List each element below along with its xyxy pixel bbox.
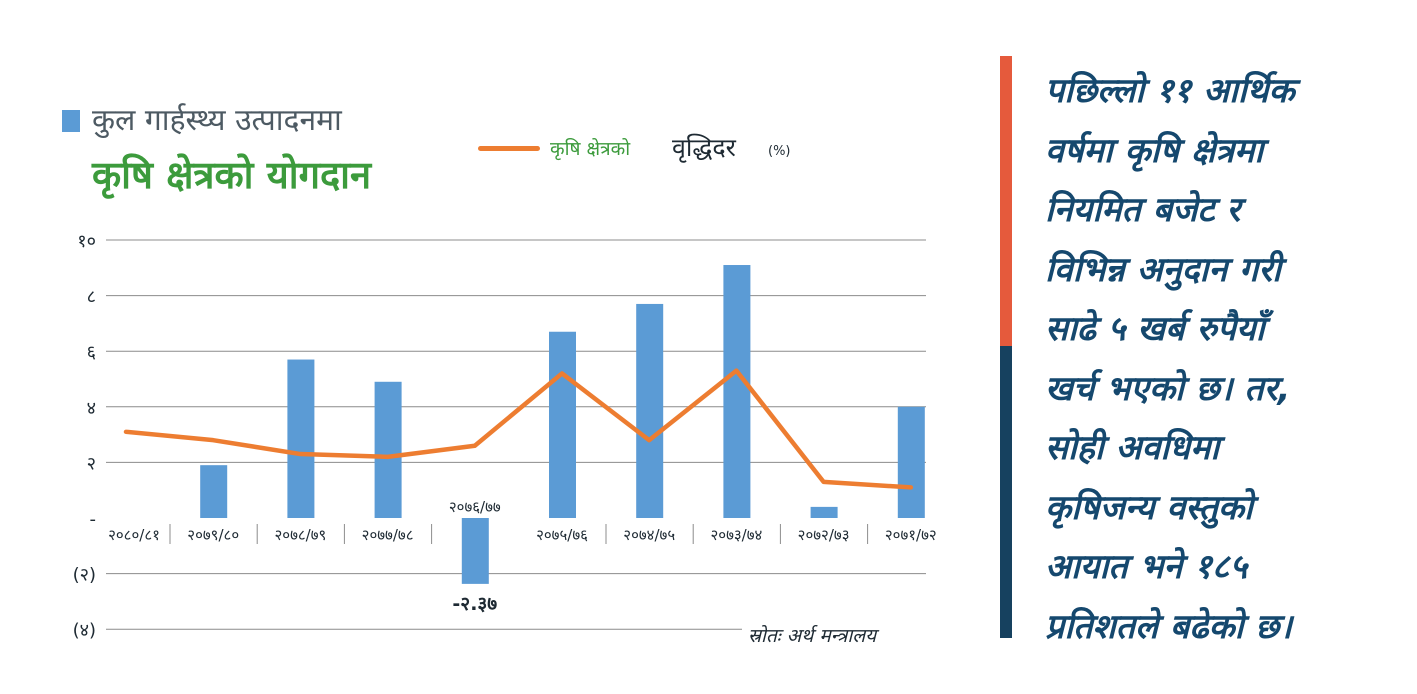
- y-tick-label: (४): [73, 620, 96, 641]
- bar: [897, 406, 925, 518]
- bar-value-label: -२.३७: [452, 593, 497, 615]
- bar: [287, 359, 315, 518]
- y-tick-label: (२): [73, 565, 96, 586]
- bar: [723, 265, 751, 518]
- y-tick-label: ४: [87, 398, 96, 419]
- x-tick-label: २०७९/८०: [187, 526, 239, 544]
- legend-line-unit: (%): [768, 144, 791, 159]
- bar: [810, 506, 838, 518]
- chart-title-line2: कृषि क्षेत्रको योगदान: [92, 153, 372, 197]
- bar-category-label: २०७६/७७: [449, 498, 501, 516]
- x-tick-label: २०७३/७४: [710, 526, 762, 544]
- divider-bottom: [1000, 346, 1012, 638]
- y-tick-label: ६: [87, 342, 96, 363]
- legend-line-label-growth: वृद्धिदर: [672, 133, 736, 162]
- y-tick-label: ८: [87, 287, 96, 308]
- y-axis-ticks: १० ८ ६ ४ २ - (२) (४): [73, 231, 96, 641]
- legend-line-swatch: [478, 146, 540, 151]
- y-tick-label: १०: [77, 231, 96, 252]
- quote-line: प्रतिशतले बढेको छ।: [1045, 606, 1292, 647]
- grid: [106, 239, 926, 630]
- quote-line: पछिल्लो ११ आर्थिक: [1045, 71, 1295, 111]
- legend-bar-swatch: [62, 110, 80, 132]
- growth-line: [123, 368, 914, 490]
- quote-line: साढे ५ खर्ब रुपैयाँ: [1045, 309, 1265, 349]
- line-series: [123, 368, 914, 490]
- bar: [461, 518, 489, 584]
- x-tick-label: २०७५/७६: [536, 526, 588, 544]
- divider-top: [1000, 56, 1012, 346]
- x-tick-label: २०७२/७३: [798, 526, 850, 544]
- quote-line: सोही अवधिमा: [1045, 428, 1220, 468]
- legend-line-label: कृषि क्षेत्रको: [550, 138, 631, 160]
- bar: [374, 381, 402, 518]
- bar-series: [200, 265, 925, 584]
- bar: [636, 303, 664, 518]
- pull-quote: पछिल्लो ११ आर्थिक वर्षमा कृषि क्षेत्रमा नि…: [1045, 62, 1405, 657]
- x-tick-label: २०७७/७८: [362, 526, 414, 544]
- x-tick-label: २०७१/७२: [885, 526, 937, 544]
- y-tick-label: २: [87, 453, 96, 474]
- source-note: स्रोतः अर्थ मन्त्रालय: [748, 625, 877, 647]
- quote-line: कृषिजन्य वस्तुको: [1045, 487, 1253, 528]
- x-axis-ticks: २०८०/८१ २०७९/८० २०७८/७९ २०७७/७८ २०७५/७६ २०७४/…: [108, 524, 937, 544]
- bar: [549, 331, 576, 518]
- x-tick-label: २०७८/७९: [274, 526, 326, 544]
- quote-line: खर्च भएको छ। तर,: [1045, 368, 1291, 409]
- chart-title-line1: कुल गार्हस्थ्य उत्पादनमा: [92, 103, 342, 138]
- quote-line: नियमित बजेट र: [1045, 190, 1241, 230]
- y-tick-label: -: [90, 509, 97, 530]
- bar: [200, 465, 228, 518]
- x-tick-label: २०८०/८१: [108, 526, 160, 544]
- quote-line: विभिन्न अनुदान गरी: [1045, 249, 1281, 290]
- data-labels: २०७६/७७ -२.३७: [449, 498, 501, 615]
- x-tick-label: २०७४/७५: [623, 526, 675, 544]
- quote-line: आयात भने १८५: [1045, 547, 1248, 587]
- quote-line: वर्षमा कृषि क्षेत्रमा: [1045, 130, 1264, 171]
